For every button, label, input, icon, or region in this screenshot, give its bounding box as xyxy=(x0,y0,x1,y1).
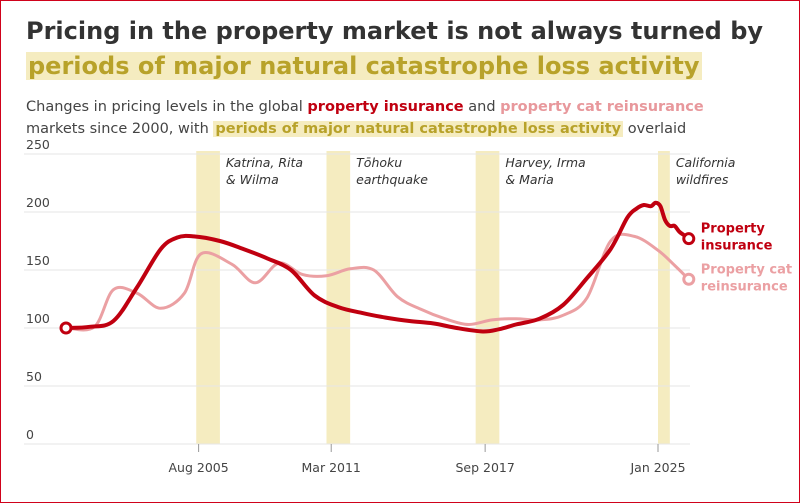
subtitle-part-1: Changes in pricing levels in the global xyxy=(26,99,308,115)
series-label-cat: Property cat reinsurance xyxy=(701,262,792,294)
catastrophe-band-2 xyxy=(326,151,351,444)
catastrophe-band-4 xyxy=(658,151,670,444)
band-label-4: California wildfires xyxy=(676,155,736,187)
catastrophe-band-1 xyxy=(196,151,220,444)
x-tick-label: Aug 2005 xyxy=(169,460,229,475)
subtitle-part-4: overlaid xyxy=(623,121,687,137)
catastrophe-band-3 xyxy=(475,151,500,444)
start-marker xyxy=(59,321,73,335)
x-axis-ticks: Aug 2005 Mar 2011 Sep 2017 Jan 2025 xyxy=(169,444,686,475)
gridlines xyxy=(24,153,690,445)
series-labels: Property cat reinsurance Property insurance xyxy=(701,222,792,295)
y-axis-ticks: 0 50 100 150 200 250 xyxy=(26,137,50,442)
series-label-property: Property insurance xyxy=(701,222,773,254)
y-tick-label: 50 xyxy=(26,369,42,384)
y-tick-label: 200 xyxy=(26,195,50,210)
y-tick-label: 250 xyxy=(26,137,50,152)
end-marker-cat xyxy=(682,272,696,286)
end-marker-property xyxy=(682,232,696,246)
x-tick-label: Mar 2011 xyxy=(302,460,361,475)
title-line-1: Pricing in the property market is not al… xyxy=(26,17,764,45)
y-tick-label: 0 xyxy=(26,427,34,442)
x-tick-label: Jan 2025 xyxy=(629,460,685,475)
x-tick-label: Sep 2017 xyxy=(455,460,514,475)
band-label-3: Harvey, Irma & Maria xyxy=(505,155,585,187)
subtitle-highlight: periods of major natural catastrophe los… xyxy=(213,121,624,137)
band-label-2: Tōhoku earthquake xyxy=(356,155,428,187)
y-tick-label: 100 xyxy=(26,311,50,326)
series-line-property xyxy=(64,200,691,334)
chart-title: Pricing in the property market is not al… xyxy=(26,14,786,84)
subtitle-series-cat: property cat reinsurance xyxy=(500,99,704,115)
subtitle-series-property: property insurance xyxy=(307,99,464,115)
subtitle-part-2: and xyxy=(463,99,501,115)
subtitle-part-3: markets since 2000, with xyxy=(26,121,214,137)
series-line-cat xyxy=(64,232,691,332)
title-line-2: periods of major natural catastrophe los… xyxy=(26,52,702,80)
chart-subtitle: Changes in pricing levels in the global … xyxy=(26,96,786,140)
band-label-1: Katrina, Rita & Wilma xyxy=(226,155,303,187)
y-tick-label: 150 xyxy=(26,253,50,268)
series-lines xyxy=(59,200,696,335)
catastrophe-bands: Katrina, Rita & Wilma Tōhoku earthquake Harv… xyxy=(196,151,735,444)
